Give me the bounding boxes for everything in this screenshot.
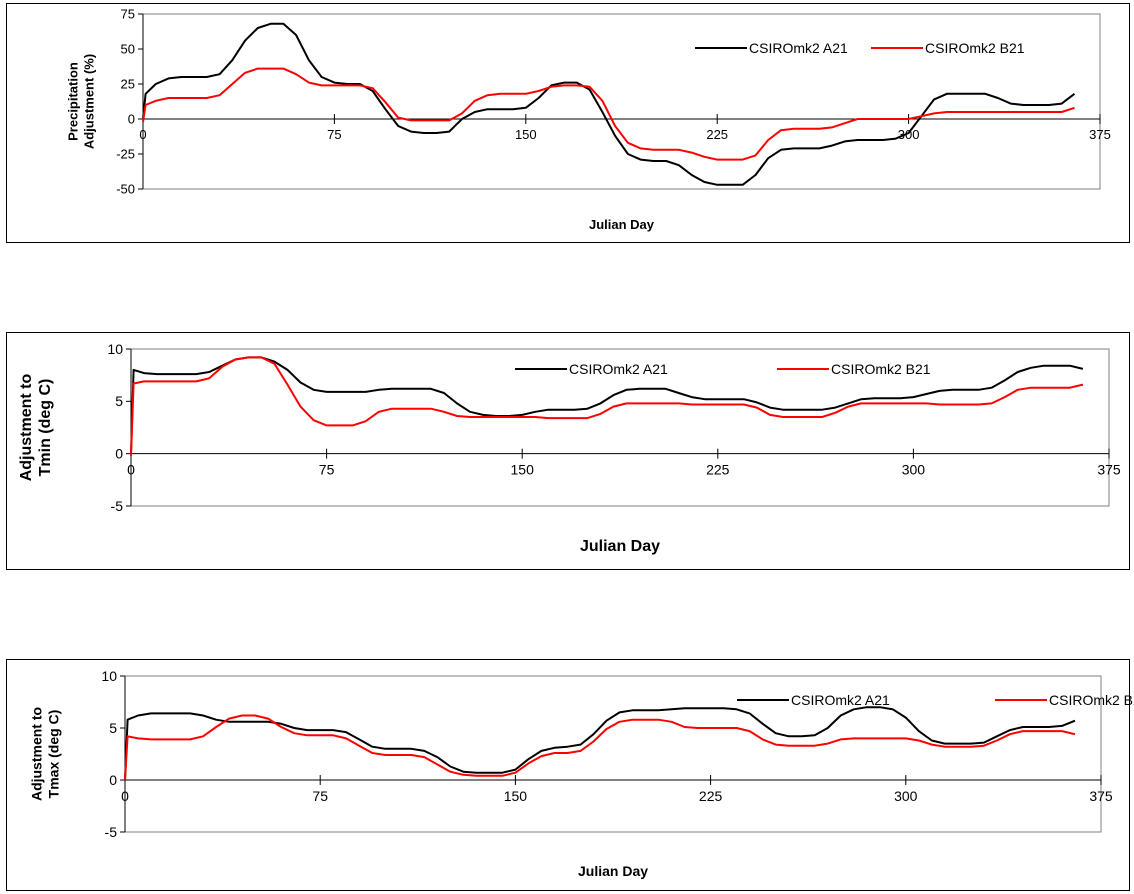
series-line-b21: [130, 356, 1084, 456]
y-tick-label: 5: [115, 393, 123, 409]
x-axis-label: Julian Day: [580, 538, 660, 555]
y-tick-label: 0: [115, 446, 123, 462]
x-tick-label: 150: [511, 462, 535, 478]
legend-label: CSIROmk2 A21: [791, 692, 890, 708]
x-tick-label: 375: [1089, 127, 1111, 142]
y-tick-label: 5: [109, 720, 117, 736]
y-tick-label: 0: [109, 772, 117, 788]
series-line-a21: [142, 22, 1076, 186]
x-tick-label: 0: [139, 127, 146, 142]
y-axis-label-line: Precipitation: [66, 62, 81, 141]
y-axis-label-line: Adjustment (%): [82, 54, 97, 149]
legend-label: CSIROmk2 B21: [831, 361, 931, 377]
precipitation-chart: 75 50 25 0 -25 -50 0 75 150 225 300 375 CSIROmk2 A21…: [6, 3, 1130, 243]
legend-label: CSIROmk2 B21: [925, 40, 1025, 56]
tmax-chart: 10 5 0 -5 0 75 150 225 300 375 CSIROmk2 A21 CSIROmk…: [6, 659, 1134, 891]
precipitation-chart-plot: 75 50 25 0 -25 -50 0 75 150 225 300 375 CSIROmk2 A21…: [66, 7, 1111, 232]
x-tick-label: 300: [898, 127, 920, 142]
y-tick-label: 10: [101, 668, 117, 684]
y-axis-label-line: Adjustment to: [18, 374, 35, 482]
series-line-a21: [130, 356, 1084, 454]
legend-label: CSIROmk2 A21: [569, 361, 668, 377]
legend-label: CSIROmk2 B21: [1049, 692, 1134, 708]
y-tick-label: 50: [121, 42, 135, 57]
y-axis-label: Adjustment to Tmax (deg C): [28, 707, 61, 801]
tmin-chart: 10 5 0 -5 0 75 150 225 300 375 CSIROmk2 A21 CSIROmk…: [6, 332, 1130, 570]
y-axis-label-line: Adjustment to: [28, 707, 44, 801]
x-tick-label: 225: [706, 462, 730, 478]
y-tick-label: 25: [121, 77, 135, 92]
x-tick-label: 375: [1097, 462, 1121, 478]
x-axis-label: Julian Day: [578, 863, 648, 879]
series-line-b21: [124, 714, 1076, 781]
y-axis-label-line: Tmin (deg C): [37, 379, 54, 477]
plot-area: [124, 675, 1102, 833]
tmin-chart-plot: 10 5 0 -5 0 75 150 225 300 375 CSIROmk2 A21 CSIROmk…: [18, 341, 1121, 555]
y-tick-label: -50: [116, 182, 135, 197]
y-tick-label: -5: [111, 498, 124, 514]
x-axis-label: Julian Day: [589, 217, 655, 232]
x-tick-label: 225: [706, 127, 728, 142]
x-tick-label: 75: [319, 462, 335, 478]
y-tick-label: 0: [128, 112, 135, 127]
y-axis-label-line: Tmax (deg C): [45, 710, 61, 799]
x-tick-label: 225: [699, 788, 723, 804]
x-tick-label: 75: [327, 127, 341, 142]
x-tick-label: 300: [902, 462, 926, 478]
x-tick-label: 150: [504, 788, 528, 804]
x-tick-label: 0: [127, 462, 135, 478]
tmax-chart-plot: 10 5 0 -5 0 75 150 225 300 375 CSIROmk2 A21 CSIROmk…: [28, 668, 1134, 879]
x-tick-label: 0: [121, 788, 129, 804]
y-tick-label: -25: [116, 147, 135, 162]
series-line-b21: [142, 67, 1075, 161]
legend-label: CSIROmk2 A21: [749, 40, 848, 56]
y-tick-label: 10: [107, 341, 123, 357]
x-tick-label: 300: [894, 788, 918, 804]
y-axis-label: Adjustment to Tmin (deg C): [18, 374, 54, 482]
y-axis-label: Precipitation Adjustment (%): [66, 54, 97, 149]
x-tick-label: 150: [515, 127, 537, 142]
y-tick-label: -5: [105, 824, 118, 840]
y-tick-label: 75: [121, 7, 135, 22]
x-tick-label: 75: [312, 788, 328, 804]
x-tick-label: 375: [1089, 788, 1113, 804]
